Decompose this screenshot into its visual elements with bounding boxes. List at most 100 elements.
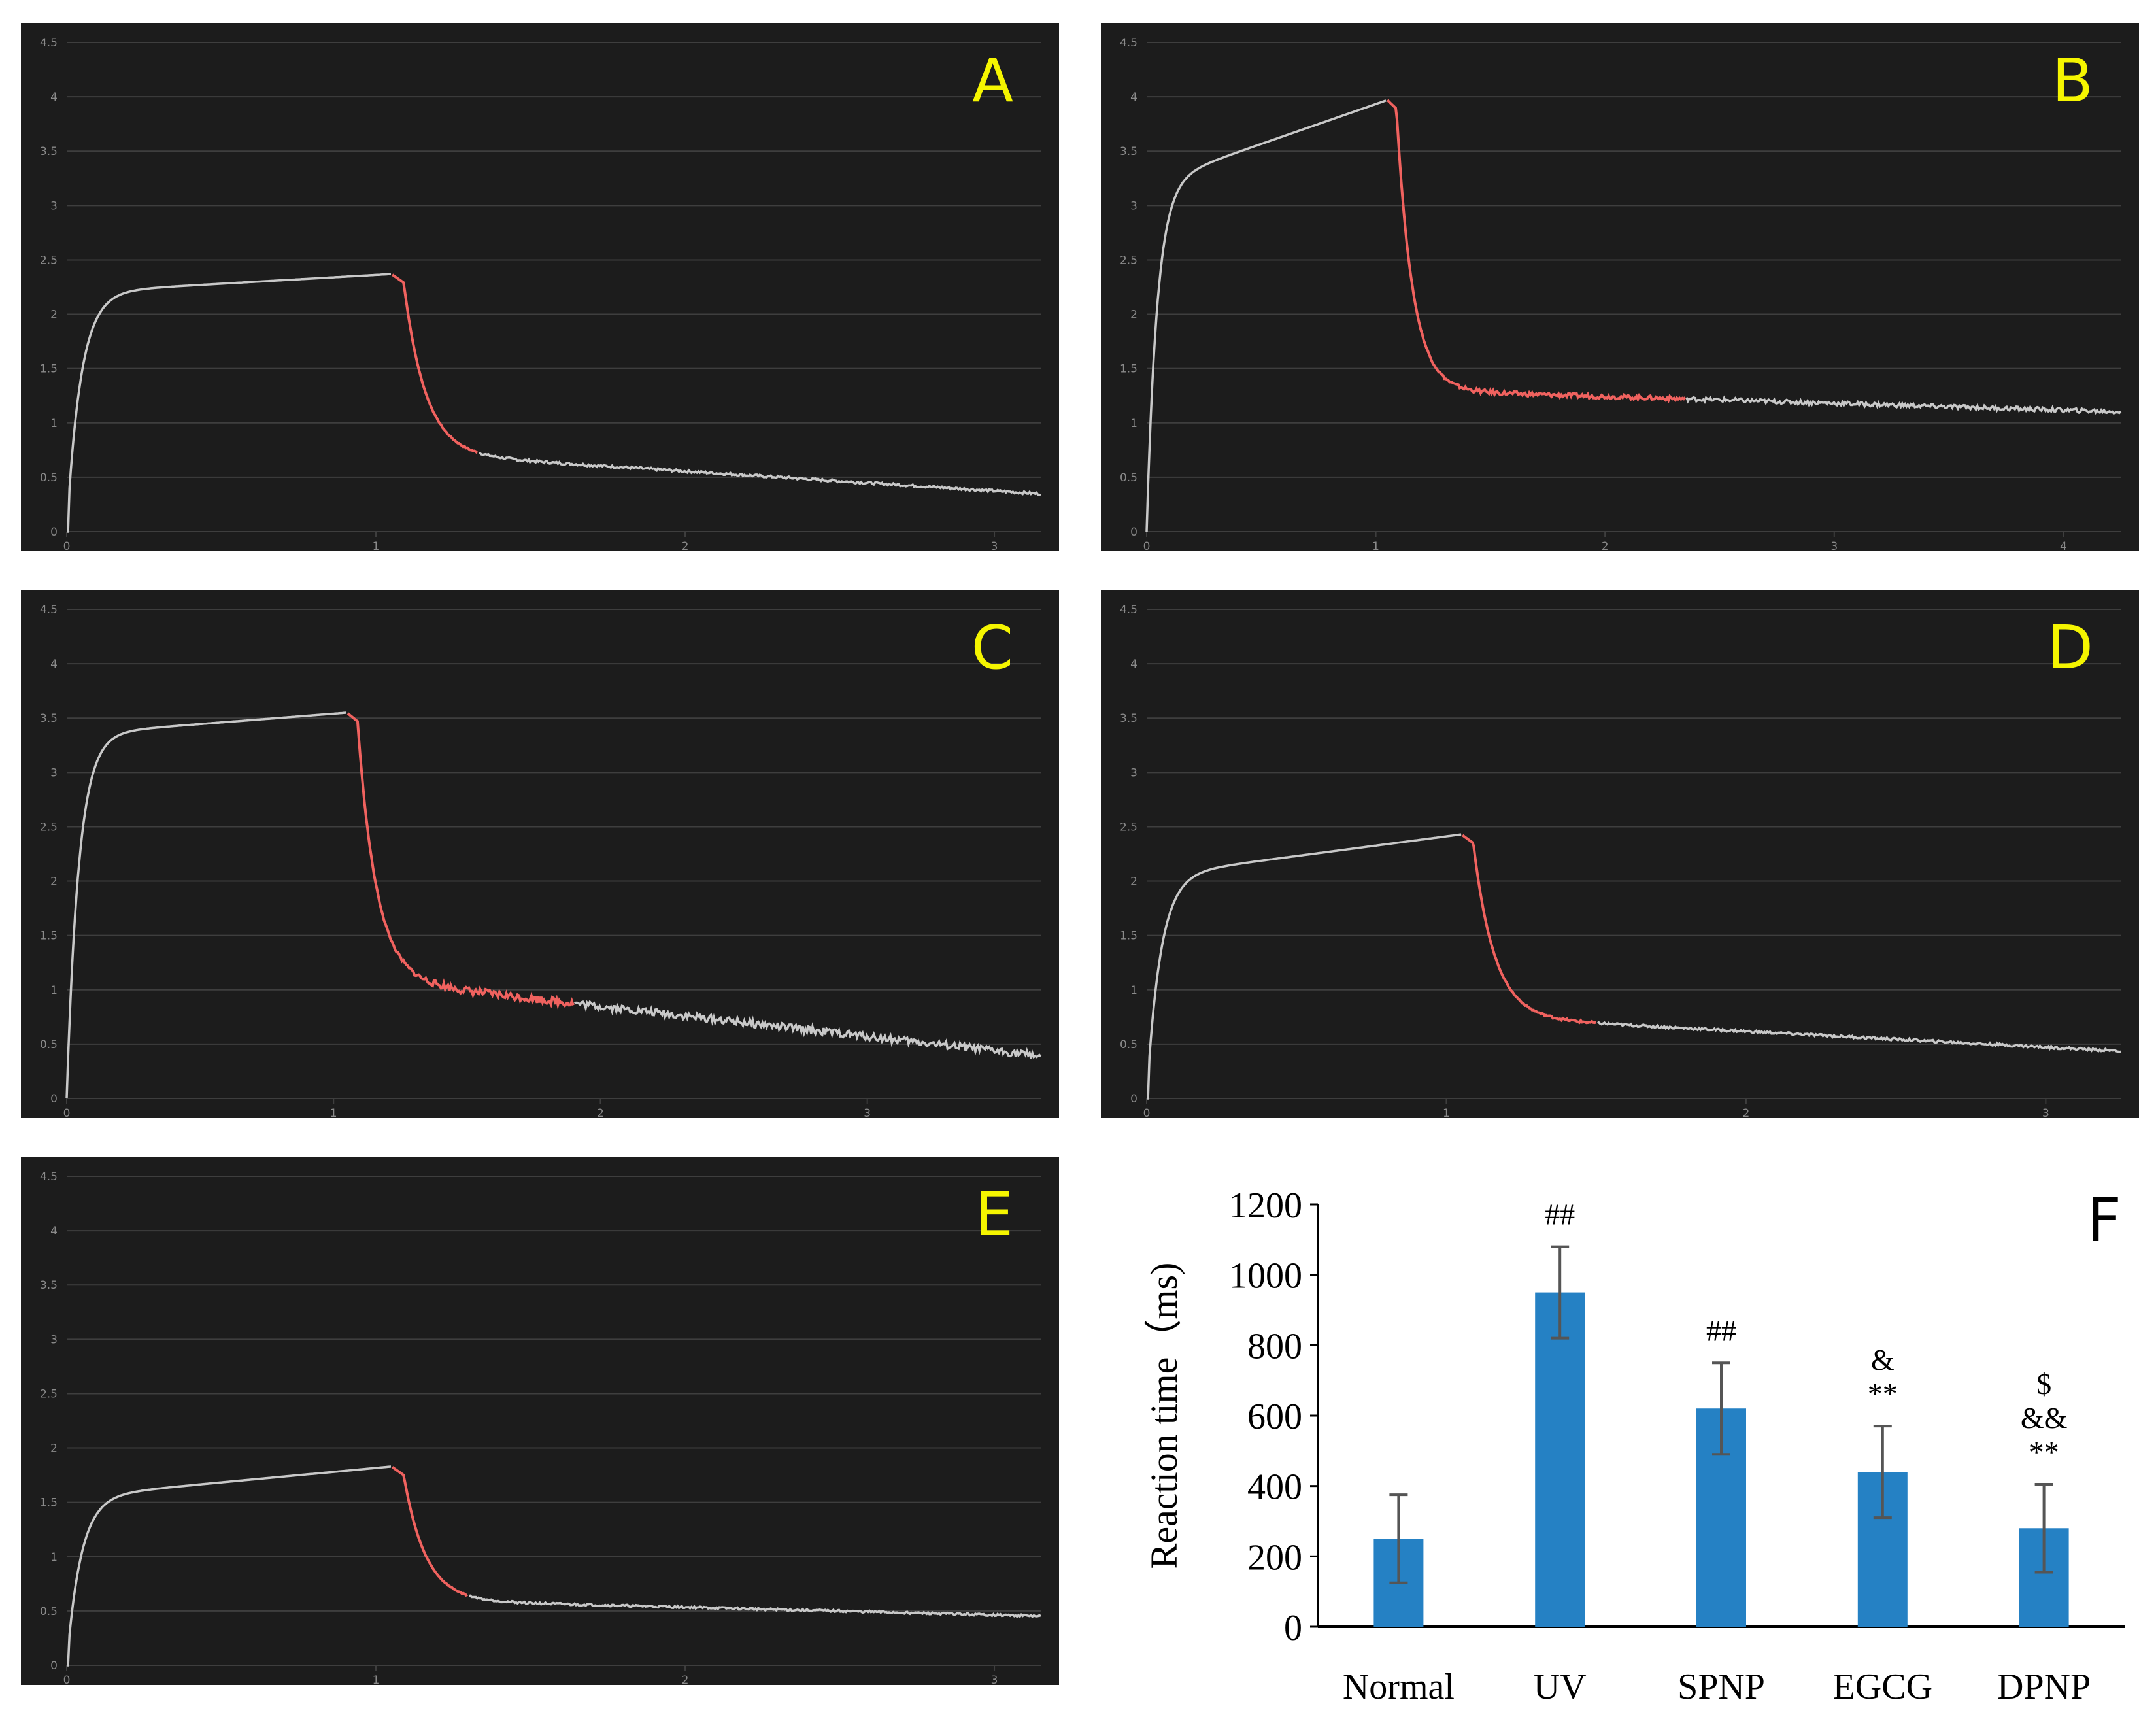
significance-marker: ** bbox=[1868, 1377, 1898, 1410]
trace-panel-b: 0 0.5 1 1.5 2 2.5 3 3.5 4 4.5 0 1 2 3 4 B bbox=[1101, 23, 2139, 551]
y-tick-label: 3 bbox=[50, 199, 58, 212]
x-tick-label: 0 bbox=[1143, 1107, 1151, 1118]
y-tick-label: 4 bbox=[50, 1225, 58, 1238]
trace-tail-line bbox=[468, 1594, 1041, 1618]
y-tick-label: 0.5 bbox=[40, 1038, 58, 1051]
trace-rise-line bbox=[65, 711, 346, 1099]
panel-label: B bbox=[2052, 46, 2093, 116]
x-tick-label: Normal bbox=[1343, 1667, 1455, 1707]
y-tick-label: 4.5 bbox=[1120, 604, 1137, 617]
y-tick-label: 4 bbox=[50, 658, 58, 671]
y-axis-label: Reaction time（ms) bbox=[1143, 1263, 1185, 1569]
y-tick-label: 400 bbox=[1247, 1467, 1302, 1508]
y-tick-label: 600 bbox=[1247, 1397, 1302, 1437]
trace-panel-d: 0 0.5 1 1.5 2 2.5 3 3.5 4 4.5 0 1 2 3 D bbox=[1101, 590, 2139, 1118]
y-tick-label: 0 bbox=[50, 1093, 58, 1106]
y-tick-label: 1200 bbox=[1229, 1185, 1302, 1226]
y-tick-label: 0 bbox=[50, 1659, 58, 1673]
y-tick-label: 2 bbox=[1130, 309, 1137, 322]
trace-rise-line bbox=[1147, 833, 1462, 1100]
y-tick-label: 2 bbox=[50, 309, 58, 322]
y-tick-label: 3 bbox=[50, 1333, 58, 1346]
panel-label: D bbox=[2047, 613, 2093, 683]
trace-panel-c: 0 0.5 1 1.5 2 2.5 3 3.5 4 4.5 0 1 2 3 C bbox=[21, 590, 1059, 1118]
trace-rise-line bbox=[1145, 99, 1387, 532]
y-tick-label: 4 bbox=[1130, 658, 1137, 671]
trace-rise-line bbox=[67, 1465, 392, 1667]
significance-marker: $ bbox=[2036, 1367, 2051, 1401]
y-tick-label: 3 bbox=[50, 766, 58, 779]
x-tick-label: 2 bbox=[682, 540, 689, 551]
x-tick-label: 1 bbox=[330, 1107, 337, 1118]
y-tick-label: 1 bbox=[1130, 984, 1137, 997]
y-tick-label: 2.5 bbox=[40, 1387, 58, 1401]
trace-relaxation-highlight bbox=[391, 273, 479, 454]
y-tick-label: 3 bbox=[1130, 199, 1137, 212]
panel-label: C bbox=[971, 613, 1013, 683]
x-tick-label: 3 bbox=[991, 1674, 998, 1685]
reaction-time-bar-chart: 0 200 400 600 800 1000 1200 Reaction time（ms) No… bbox=[1105, 1157, 2156, 1731]
y-tick-label: 0 bbox=[1130, 526, 1137, 539]
y-tick-label: 3.5 bbox=[40, 1279, 58, 1292]
x-tick-label: 2 bbox=[597, 1107, 604, 1118]
y-tick-label: 3.5 bbox=[1120, 712, 1137, 725]
x-tick-label: 3 bbox=[864, 1107, 871, 1118]
y-tick-label: 0.5 bbox=[1120, 1038, 1137, 1051]
significance-marker: ## bbox=[1706, 1314, 1736, 1347]
y-tick-label: 0.5 bbox=[1120, 471, 1137, 484]
x-tick-label: DPNP bbox=[1997, 1667, 2091, 1707]
y-tick-label: 2 bbox=[50, 876, 58, 889]
x-tick-label: 1 bbox=[373, 1674, 380, 1685]
y-tick-label: 0 bbox=[50, 526, 58, 539]
x-tick-label: 0 bbox=[63, 540, 71, 551]
trace-tail-line bbox=[1685, 395, 2122, 415]
x-tick-label: 3 bbox=[2042, 1107, 2049, 1118]
trace-svg-b: 0 0.5 1 1.5 2 2.5 3 3.5 4 4.5 0 1 2 3 4 B bbox=[1120, 37, 2122, 551]
x-tick-label: 3 bbox=[1830, 540, 1838, 551]
y-tick-label: 1.5 bbox=[1120, 363, 1137, 376]
trace-rise-line bbox=[67, 273, 392, 533]
y-tick-label: 800 bbox=[1247, 1326, 1302, 1367]
y-tick-label: 1000 bbox=[1229, 1256, 1302, 1297]
x-tick-label: 1 bbox=[1443, 1107, 1450, 1118]
y-tick-label: 1.5 bbox=[40, 363, 58, 376]
trace-panel-a: 0 0.5 1 1.5 2 2.5 3 3.5 4 4.5 0 1 2 3 A bbox=[21, 23, 1059, 551]
y-tick-label: 3 bbox=[1130, 766, 1137, 779]
y-tick-label: 4 bbox=[1130, 91, 1137, 104]
x-tick-label: UV bbox=[1534, 1667, 1587, 1707]
panel-label: E bbox=[975, 1180, 1013, 1250]
x-tick-label: 0 bbox=[1143, 540, 1151, 551]
y-tick-label: 1 bbox=[50, 984, 58, 997]
y-tick-label: 2.5 bbox=[1120, 821, 1137, 834]
significance-marker: & bbox=[1871, 1343, 1895, 1376]
x-tick-label: 4 bbox=[2060, 540, 2067, 551]
y-tick-label: 2 bbox=[1130, 876, 1137, 889]
trace-relaxation-highlight bbox=[391, 1466, 468, 1597]
trace-relaxation-highlight bbox=[1386, 99, 1687, 403]
y-tick-label: 1.5 bbox=[40, 1497, 58, 1510]
y-tick-label: 0 bbox=[1284, 1608, 1302, 1648]
panel-label: A bbox=[972, 46, 1013, 116]
y-tick-label: 4.5 bbox=[40, 1170, 58, 1183]
y-tick-label: 2 bbox=[50, 1442, 58, 1455]
x-tick-label: 1 bbox=[373, 540, 380, 551]
panel-label: F bbox=[2087, 1185, 2121, 1255]
significance-marker: ** bbox=[2029, 1435, 2059, 1469]
trace-panel-e: 0 0.5 1 1.5 2 2.5 3 3.5 4 4.5 0 1 2 3 E bbox=[21, 1157, 1059, 1685]
y-tick-label: 2.5 bbox=[1120, 254, 1137, 267]
y-tick-label: 0.5 bbox=[40, 471, 58, 484]
y-tick-label: 1 bbox=[1130, 417, 1137, 430]
x-tick-label: 2 bbox=[682, 1674, 689, 1685]
x-tick-label: 3 bbox=[991, 540, 998, 551]
bar-uv bbox=[1535, 1292, 1585, 1627]
y-tick-label: 1 bbox=[50, 1551, 58, 1564]
y-tick-label: 0.5 bbox=[40, 1605, 58, 1618]
x-tick-label: SPNP bbox=[1677, 1667, 1765, 1707]
y-tick-label: 2.5 bbox=[40, 254, 58, 267]
y-tick-label: 2.5 bbox=[40, 821, 58, 834]
y-tick-label: 3.5 bbox=[1120, 145, 1137, 158]
y-tick-label: 1.5 bbox=[1120, 930, 1137, 943]
trace-tail-line bbox=[1596, 1021, 2121, 1053]
y-tick-label: 3.5 bbox=[40, 145, 58, 158]
x-tick-label: 1 bbox=[1372, 540, 1379, 551]
